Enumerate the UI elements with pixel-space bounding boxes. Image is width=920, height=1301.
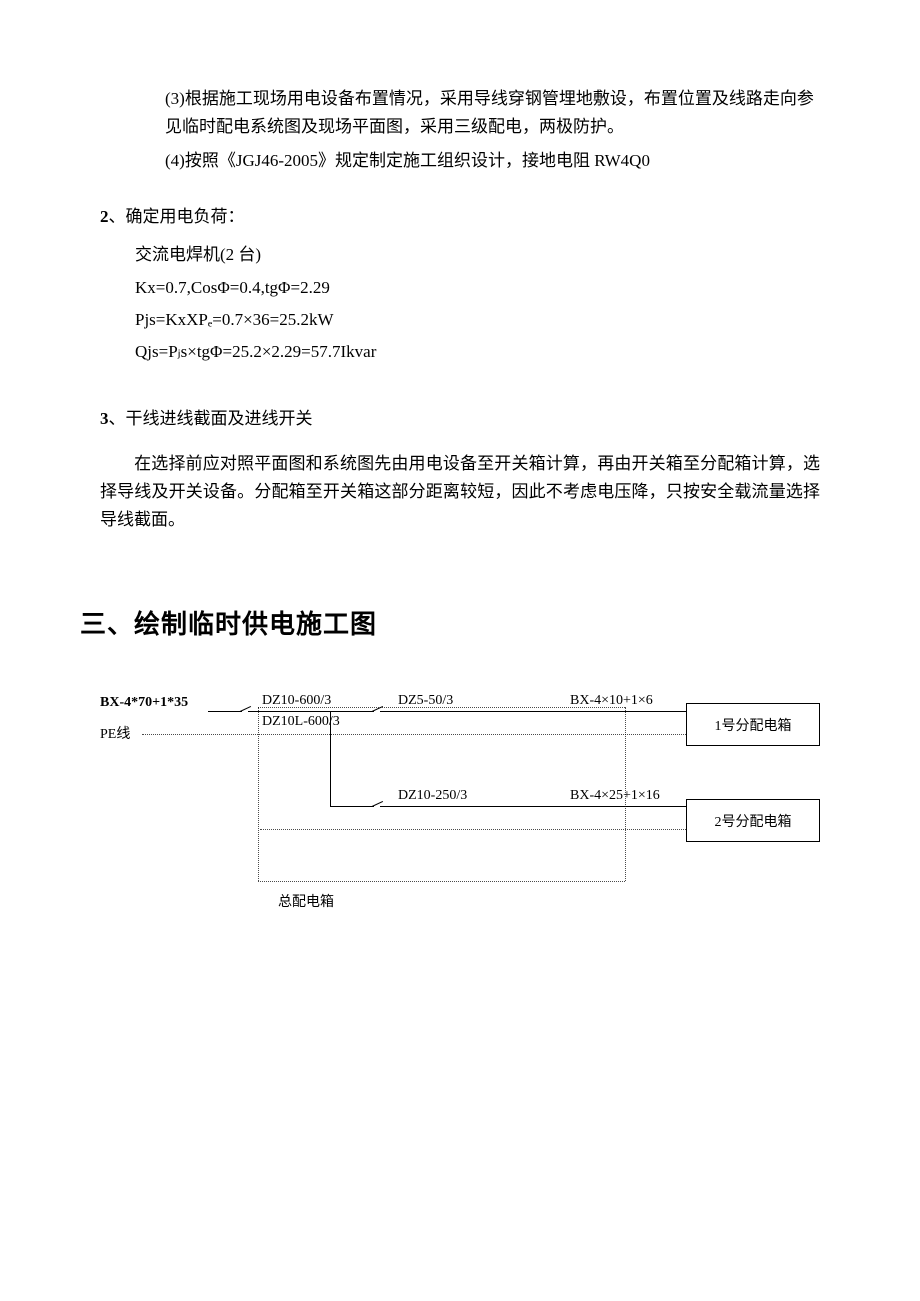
- section2-heading: 2、确定用电负荷：: [100, 203, 820, 231]
- power-diagram: BX-4*70+1*35 PE线 DZ10-600/3 DZ10L-600/3 …: [100, 691, 820, 931]
- switch-main-icon: [236, 704, 254, 712]
- eq-kx: Kx=0.7,CosΦ=0.4,tgΦ=2.29: [135, 275, 820, 301]
- mainbox-bottom-border: [258, 881, 625, 882]
- box-2-label: 2号分配电箱: [715, 811, 792, 831]
- line-into-mainbox: [254, 711, 330, 712]
- section2-heading-text: 、确定用电负荷：: [109, 207, 245, 226]
- section3-heading-num: 3: [100, 409, 109, 428]
- line-incoming: [208, 711, 236, 712]
- box-2: 2号分配电箱: [686, 799, 820, 842]
- pe-line-1: [142, 734, 686, 735]
- eq-title: 交流电焊机(2 台): [135, 241, 820, 269]
- label-bx-25-16: BX-4×25+1×16: [570, 788, 660, 804]
- label-bx-main: BX-4*70+1*35: [100, 695, 188, 711]
- pe-line-2: [260, 829, 686, 830]
- branch1-line-b: [386, 711, 686, 712]
- intro-line-3: (3)根据施工现场用电设备布置情况，采用导线穿钢管埋地敷设，布置位置及线路走向参…: [165, 85, 820, 141]
- section2-heading-num: 2: [100, 207, 109, 226]
- label-pe: PE线: [100, 723, 130, 743]
- branch1-line-a: [330, 711, 368, 712]
- label-dz5-50: DZ5-50/3: [398, 693, 453, 709]
- branch2-line-a: [330, 806, 368, 807]
- label-bx-10-6: BX-4×10+1×6: [570, 693, 653, 709]
- big-heading: 三、绘制临时供电施工图: [80, 604, 820, 641]
- eq-pjs: Pjs=KxXPₑ=0.7×36=25.2kW: [135, 307, 820, 333]
- label-main-box: 总配电箱: [278, 891, 334, 911]
- branch2-switch-icon: [368, 799, 386, 807]
- branch1-switch-icon: [368, 704, 386, 712]
- intro-line-4: (4)按照《JGJ46-2005》规定制定施工组织设计，接地电阻 RW4Q0: [165, 147, 820, 175]
- label-dz10-250: DZ10-250/3: [398, 788, 467, 804]
- bus-vertical: [330, 711, 331, 806]
- box-1-label: 1号分配电箱: [715, 715, 792, 735]
- section3-body: 在选择前应对照平面图和系统图先由用电设备至开关箱计算，再由开关箱至分配箱计算，选…: [100, 450, 820, 534]
- section3-heading-text: 、干线进线截面及进线开关: [109, 409, 313, 428]
- branch2-line-b: [386, 806, 686, 807]
- box-1: 1号分配电箱: [686, 703, 820, 746]
- eq-qjs: Qjs=Pⱼs×tgΦ=25.2×2.29=57.7Ikvar: [135, 339, 820, 365]
- label-dz10l-600: DZ10L-600/3: [262, 714, 340, 730]
- section3-heading: 3、干线进线截面及进线开关: [100, 405, 820, 433]
